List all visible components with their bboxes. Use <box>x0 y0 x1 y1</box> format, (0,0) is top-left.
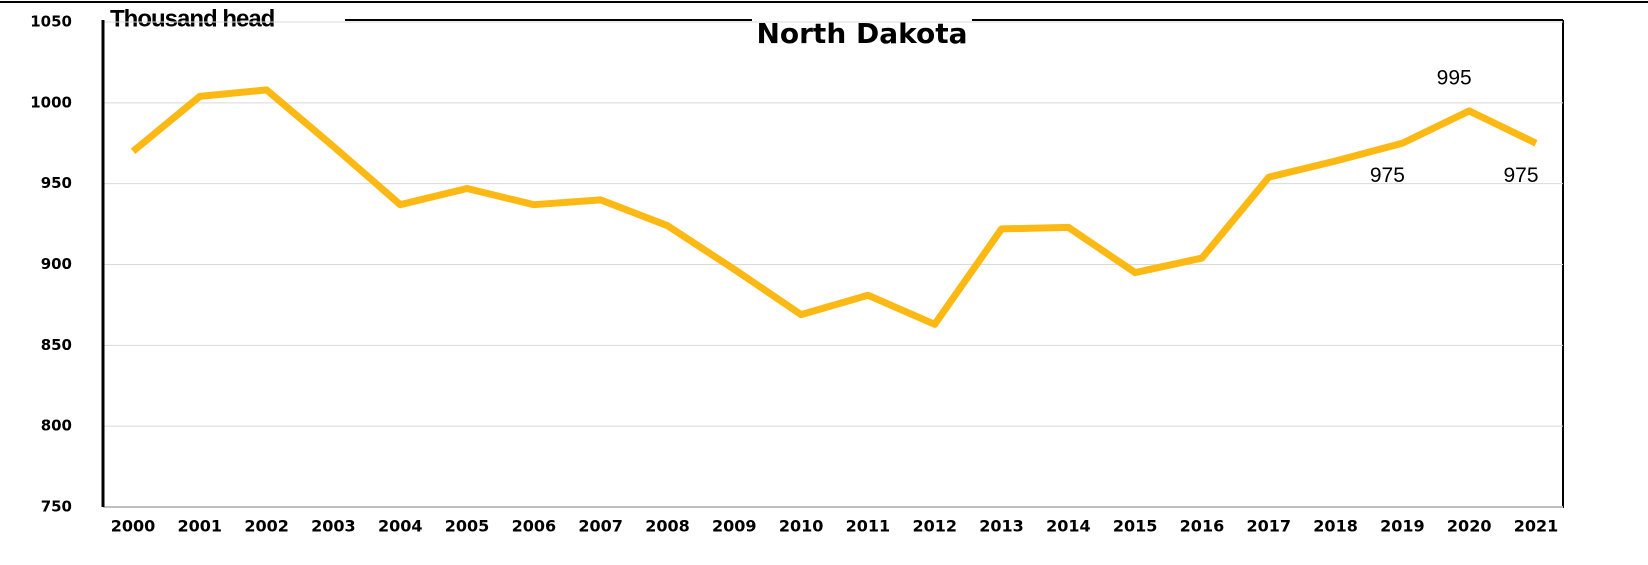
x-tick-label: 2007 <box>578 517 623 536</box>
x-tick-label: 2000 <box>111 517 156 536</box>
x-tick-label: 2003 <box>311 517 356 536</box>
x-tick-label: 2004 <box>378 517 423 536</box>
x-tick-label: 2015 <box>1113 517 1158 536</box>
x-tick-label: 2009 <box>712 517 757 536</box>
y-tick-label: 1000 <box>30 93 72 111</box>
x-tick-label: 2008 <box>645 517 690 536</box>
y-tick-label: 850 <box>41 336 72 354</box>
data-label: 975 <box>1503 164 1538 187</box>
y-axis-label: Thousand head <box>110 5 275 32</box>
x-tick-label: 2017 <box>1246 517 1291 536</box>
y-tick-label: 900 <box>41 255 72 273</box>
y-tick-label: 800 <box>41 417 72 435</box>
x-tick-label: 2019 <box>1380 517 1425 536</box>
y-tick-label: 750 <box>41 498 72 516</box>
x-tick-label: 2011 <box>846 517 891 536</box>
x-tick-label: 2006 <box>512 517 557 536</box>
data-label: 995 <box>1437 66 1472 89</box>
x-tick-label: 2002 <box>244 517 289 536</box>
y-tick-label: 950 <box>41 174 72 192</box>
x-tick-label: 2021 <box>1514 517 1559 536</box>
data-label: 975 <box>1370 164 1405 187</box>
line <box>130 86 1538 328</box>
y-tick-label: 1050 <box>30 13 72 31</box>
x-tick-label: 2012 <box>912 517 957 536</box>
x-tick-label: 2005 <box>445 517 490 536</box>
x-tick-label: 2013 <box>979 517 1024 536</box>
x-tick-label: 2014 <box>1046 517 1091 536</box>
x-tick-label: 2001 <box>178 517 223 536</box>
x-tick-label: 2020 <box>1447 517 1492 536</box>
x-tick-label: 2016 <box>1180 517 1225 536</box>
x-tick-label: 2010 <box>779 517 824 536</box>
x-tick-label: 2018 <box>1313 517 1358 536</box>
